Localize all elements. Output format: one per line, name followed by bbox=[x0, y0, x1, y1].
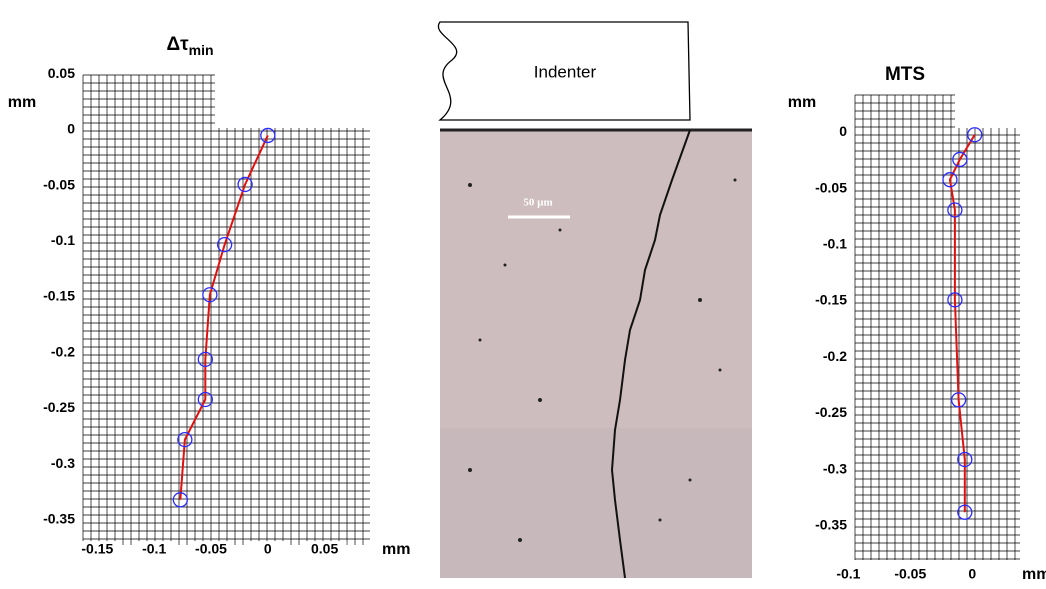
y-tick-label: -0.3 bbox=[823, 460, 847, 476]
x-tick-label: 0 bbox=[264, 541, 272, 557]
y-tick-label: -0.3 bbox=[51, 455, 75, 471]
title-main: Δτ bbox=[166, 34, 189, 55]
y-tick-label: 0.05 bbox=[48, 65, 75, 81]
x-axis-label: mm bbox=[382, 541, 410, 558]
y-axis-label: mm bbox=[8, 94, 36, 111]
chart-title: Δτmin bbox=[166, 34, 213, 58]
y-tick-label: -0.2 bbox=[51, 343, 75, 359]
y-tick-label: -0.25 bbox=[43, 399, 75, 415]
y-tick-label: -0.35 bbox=[43, 511, 75, 527]
y-tick-label: -0.1 bbox=[823, 236, 847, 252]
scale-bar-label: 50 µm bbox=[523, 197, 552, 209]
page: 50 µm Indenter 0.05 0 -0.05 -0.1 -0.15 -0.2 -0… bbox=[0, 0, 1046, 589]
y-tick-label: 0 bbox=[67, 121, 75, 137]
y-tick-label: -0.2 bbox=[823, 348, 847, 364]
x-tick-label: -0.05 bbox=[894, 566, 926, 582]
chart-title: MTS bbox=[885, 64, 925, 85]
y-axis-label: mm bbox=[788, 94, 816, 111]
figure: 50 µm Indenter 0.05 0 -0.05 -0.1 -0.15 -0.2 -0… bbox=[0, 0, 1046, 584]
y-tick-label: -0.15 bbox=[43, 288, 75, 304]
x-tick-label: -0.1 bbox=[142, 541, 166, 557]
x-tick-label: -0.15 bbox=[81, 541, 113, 557]
y-tick-label: -0.1 bbox=[51, 232, 75, 248]
y-tick-label: -0.25 bbox=[815, 404, 847, 420]
y-tick-label: -0.35 bbox=[815, 516, 847, 532]
indenter-label: Indenter bbox=[534, 62, 597, 81]
y-tick-label: -0.05 bbox=[815, 179, 847, 195]
x-tick-label: 0 bbox=[968, 566, 976, 582]
title-subscript: min bbox=[189, 42, 214, 58]
x-tick-label: 0.05 bbox=[311, 541, 338, 557]
x-tick-label: -0.05 bbox=[195, 541, 227, 557]
micrograph-lower bbox=[440, 428, 752, 578]
y-tick-label: -0.05 bbox=[43, 176, 75, 192]
mesh bbox=[855, 95, 1020, 560]
y-tick-label: 0 bbox=[839, 123, 847, 139]
mesh bbox=[83, 75, 370, 545]
y-tick-label: -0.15 bbox=[815, 292, 847, 308]
x-tick-label: -0.1 bbox=[836, 566, 860, 582]
x-axis-label: mm bbox=[1022, 566, 1046, 583]
title-main: MTS bbox=[885, 64, 925, 85]
crack-path-line bbox=[180, 135, 268, 499]
